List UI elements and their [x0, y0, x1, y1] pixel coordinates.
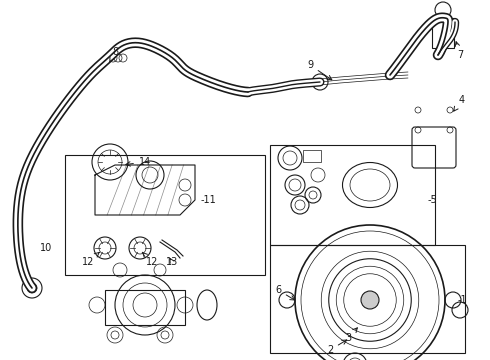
Text: 12: 12: [142, 252, 158, 267]
Bar: [270, 245, 465, 353]
Bar: [303, 150, 321, 162]
Text: -11: -11: [200, 195, 216, 205]
Bar: [65, 155, 265, 275]
Text: 13: 13: [166, 257, 178, 267]
Circle shape: [361, 291, 379, 309]
Text: 8: 8: [109, 47, 118, 62]
Text: -5: -5: [427, 195, 437, 205]
Text: 2: 2: [327, 340, 347, 355]
Text: 7: 7: [455, 42, 463, 60]
Text: -1: -1: [457, 295, 467, 305]
Bar: [432, 18, 454, 48]
Text: 3: 3: [345, 328, 357, 343]
Bar: [105, 290, 185, 325]
Bar: [270, 145, 435, 245]
Text: 12: 12: [82, 252, 99, 267]
Text: 14: 14: [126, 157, 151, 167]
Text: 10: 10: [40, 243, 52, 253]
Text: 4: 4: [454, 95, 465, 111]
Text: 9: 9: [307, 60, 332, 80]
Text: 6: 6: [275, 285, 294, 300]
